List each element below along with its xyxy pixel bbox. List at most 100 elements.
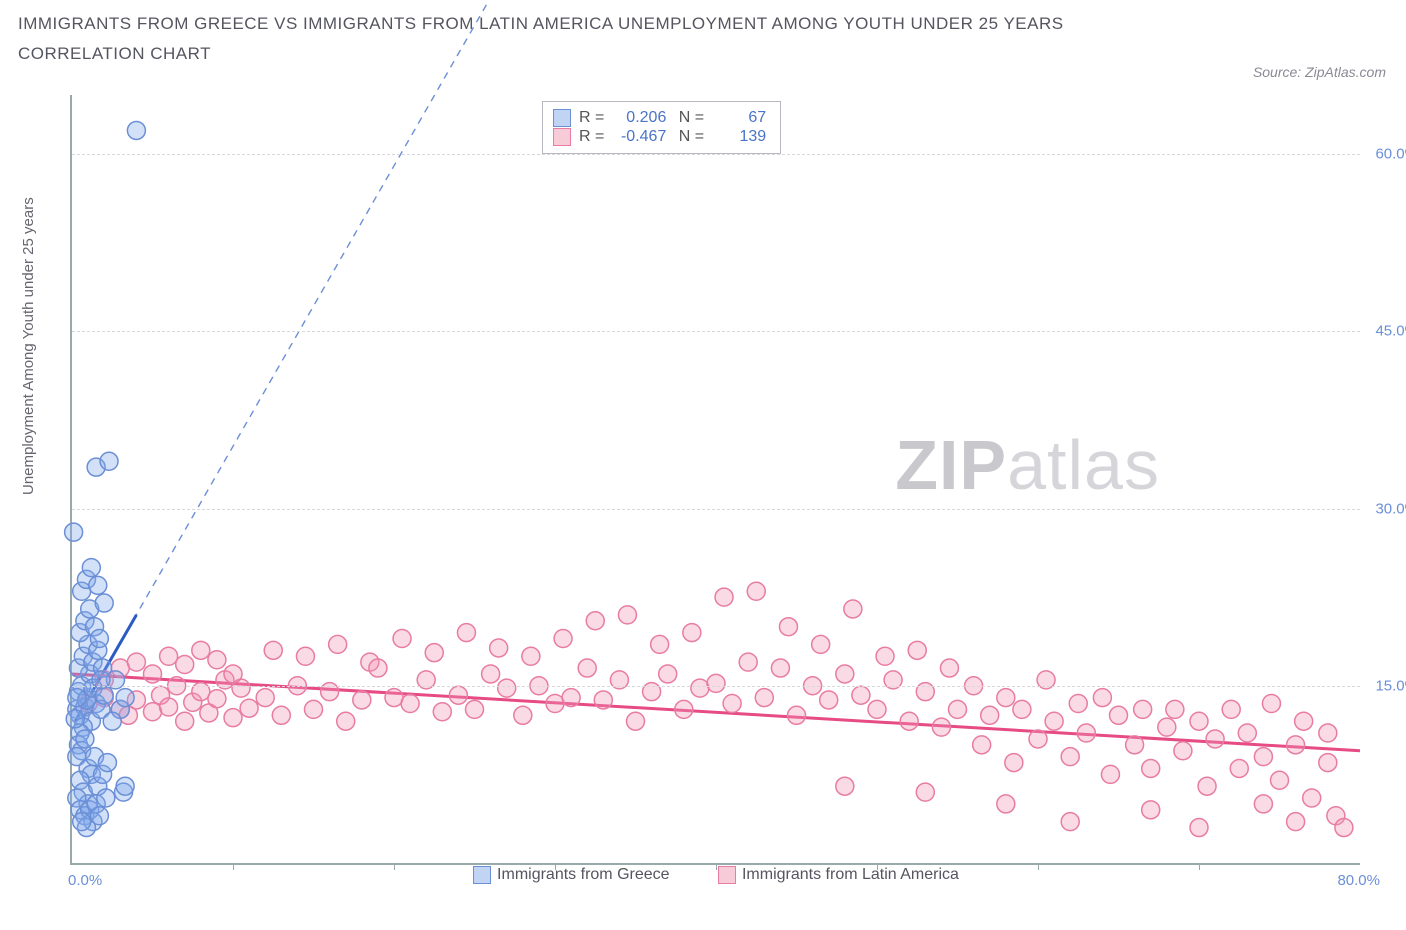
y-axis-label: Unemployment Among Youth under 25 years (20, 197, 37, 495)
point-latin (788, 706, 806, 724)
chart-title-line1: IMMIGRANTS FROM GREECE VS IMMIGRANTS FRO… (18, 14, 1388, 34)
point-latin (900, 712, 918, 730)
point-latin (1254, 748, 1272, 766)
point-greece (90, 807, 108, 825)
point-latin (1110, 706, 1128, 724)
source-attribution: Source: ZipAtlas.com (1253, 64, 1386, 80)
x-tick (555, 863, 556, 870)
point-latin (482, 665, 500, 683)
point-latin (433, 703, 451, 721)
point-latin (385, 689, 403, 707)
point-latin (1174, 742, 1192, 760)
point-latin (1101, 765, 1119, 783)
swatch-greece (473, 866, 491, 884)
point-greece (82, 559, 100, 577)
point-latin (1158, 718, 1176, 736)
point-latin (1061, 748, 1079, 766)
point-latin (1013, 700, 1031, 718)
point-latin (1093, 689, 1111, 707)
point-latin (401, 694, 419, 712)
point-latin (466, 700, 484, 718)
point-latin (739, 653, 757, 671)
point-latin (1142, 801, 1160, 819)
gridline-y (72, 509, 1360, 510)
point-latin (240, 699, 258, 717)
plot-region: ZIPatlas R = 0.206 N = 67 R = -0.467 N =… (70, 95, 1360, 865)
gridline-y (72, 686, 1360, 687)
point-latin (940, 659, 958, 677)
point-latin (208, 690, 226, 708)
point-latin (490, 639, 508, 657)
point-latin (296, 647, 314, 665)
point-latin (908, 641, 926, 659)
x-tick (1038, 863, 1039, 870)
point-latin (997, 689, 1015, 707)
point-greece (98, 754, 116, 772)
gridline-y (72, 331, 1360, 332)
point-latin (1238, 724, 1256, 742)
point-latin (192, 641, 210, 659)
point-latin (498, 679, 516, 697)
point-latin (176, 712, 194, 730)
x-tick (716, 863, 717, 870)
point-latin (353, 691, 371, 709)
point-latin (176, 656, 194, 674)
point-latin (144, 665, 162, 683)
point-latin (771, 659, 789, 677)
point-latin (1126, 736, 1144, 754)
point-latin (224, 665, 242, 683)
point-latin (514, 706, 532, 724)
x-tick (233, 863, 234, 870)
point-greece (73, 813, 91, 831)
point-latin (1295, 712, 1313, 730)
point-latin (449, 686, 467, 704)
point-latin (651, 635, 669, 653)
chart-title-line2: CORRELATION CHART (18, 44, 1388, 64)
point-latin (224, 709, 242, 727)
point-latin (997, 795, 1015, 813)
point-latin (337, 712, 355, 730)
point-latin (916, 783, 934, 801)
point-latin (369, 659, 387, 677)
point-latin (812, 635, 830, 653)
point-latin (1069, 694, 1087, 712)
point-greece (90, 630, 108, 648)
point-latin (1287, 736, 1305, 754)
point-latin (586, 612, 604, 630)
point-greece (116, 777, 134, 795)
point-latin (127, 653, 145, 671)
point-latin (932, 718, 950, 736)
point-latin (747, 582, 765, 600)
point-latin (305, 700, 323, 718)
point-latin (1335, 819, 1353, 837)
point-latin (208, 651, 226, 669)
point-latin (160, 647, 178, 665)
point-latin (256, 689, 274, 707)
point-latin (1287, 813, 1305, 831)
y-tick-label: 60.0% (1375, 146, 1406, 163)
x-tick (394, 863, 395, 870)
point-greece (76, 730, 94, 748)
point-latin (522, 647, 540, 665)
point-latin (272, 706, 290, 724)
point-latin (1045, 712, 1063, 730)
point-latin (876, 647, 894, 665)
point-latin (562, 689, 580, 707)
point-latin (1029, 730, 1047, 748)
point-latin (973, 736, 991, 754)
point-greece (89, 576, 107, 594)
point-latin (554, 630, 572, 648)
point-latin (659, 665, 677, 683)
point-latin (1206, 730, 1224, 748)
chart-area: Unemployment Among Youth under 25 years … (50, 95, 1390, 900)
point-latin (425, 644, 443, 662)
point-latin (755, 689, 773, 707)
x-tick (877, 863, 878, 870)
point-latin (836, 665, 854, 683)
point-latin (1061, 813, 1079, 831)
point-latin (723, 694, 741, 712)
point-latin (1222, 700, 1240, 718)
point-latin (852, 686, 870, 704)
title-block: IMMIGRANTS FROM GREECE VS IMMIGRANTS FRO… (0, 0, 1406, 78)
point-latin (160, 698, 178, 716)
